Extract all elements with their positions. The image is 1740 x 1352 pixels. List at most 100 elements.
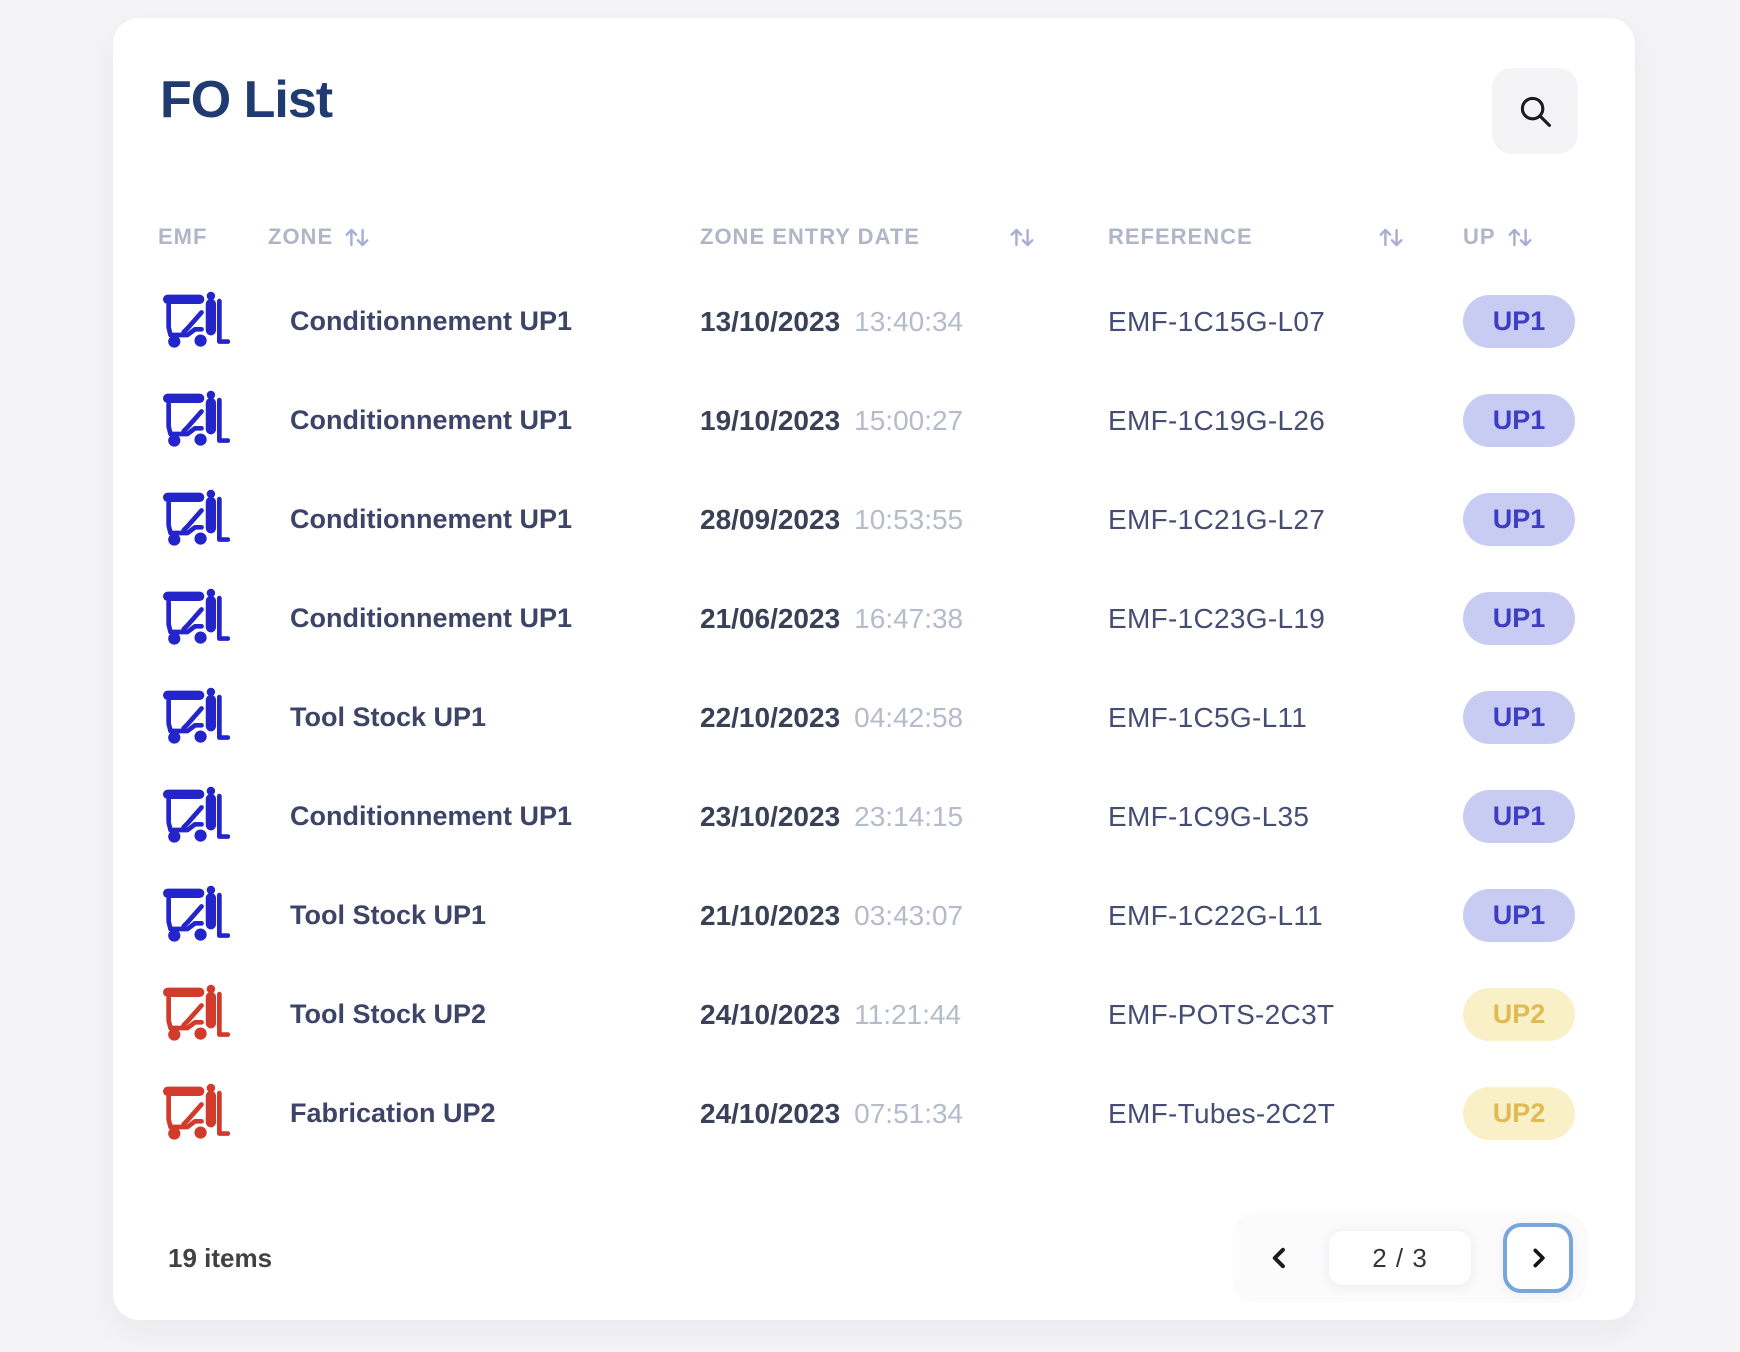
entry-time: 11:21:44 [854,998,962,1030]
up-cell: UP2 [1463,1087,1585,1140]
emf-cell [158,585,268,652]
entry-date: 28/09/2023 [700,503,841,535]
entry-time: 10:53:55 [854,503,964,535]
search-button[interactable] [1492,68,1578,154]
up-badge: UP2 [1463,1087,1575,1140]
reference-cell: EMF-1C23G-L19 [1108,602,1326,634]
table-header: EMF ZONE ZONE ENTRY DATE REFERENCE UP [158,224,1585,250]
column-header-zone[interactable]: ZONE [268,224,700,250]
entry-date: 24/10/2023 [700,998,841,1030]
pagination: 2 / 3 [1233,1213,1587,1303]
forklift-icon [158,684,230,746]
up-badge: UP1 [1463,790,1575,843]
entry-date: 23/10/2023 [700,800,841,832]
zone-entry-date-cell: 13/10/2023 13:40:34 [700,306,1108,338]
forklift-icon [158,288,230,350]
zone-cell: Conditionnement UP1 [290,504,572,534]
sort-arrows-icon[interactable] [1008,225,1036,250]
column-label: ZONE ENTRY DATE [700,224,920,249]
reference-cell: EMF-1C9G-L35 [1108,800,1310,832]
emf-cell [158,684,268,751]
reference-cell: EMF-1C21G-L27 [1108,503,1326,535]
reference-cell: EMF-1C19G-L26 [1108,404,1326,436]
up-cell: UP1 [1463,889,1585,942]
zone-cell: Conditionnement UP1 [290,603,572,633]
up-badge: UP1 [1463,592,1575,645]
entry-date: 13/10/2023 [700,305,841,337]
sort-arrows-icon[interactable] [343,225,371,250]
chevron-right-icon [1525,1245,1551,1271]
emf-cell [158,783,268,850]
entry-date: 24/10/2023 [700,1097,841,1129]
table-row[interactable]: Conditionnement UP1 23/10/2023 23:14:15 … [158,767,1585,866]
entry-date: 19/10/2023 [700,404,841,436]
column-label: REFERENCE [1108,224,1253,249]
next-page-button[interactable] [1503,1223,1573,1293]
emf-cell [158,288,268,355]
entry-time: 13:40:34 [854,305,964,337]
zone-entry-date-cell: 23/10/2023 23:14:15 [700,801,1108,833]
table-row[interactable]: Tool Stock UP1 21/10/2023 03:43:07 EMF-1… [158,866,1585,965]
forklift-icon [158,783,230,845]
card-header: FO List [158,66,1585,154]
entry-time: 23:14:15 [854,800,964,832]
up-badge: UP1 [1463,394,1575,447]
reference-cell: EMF-POTS-2C3T [1108,998,1335,1030]
up-badge: UP1 [1463,295,1575,348]
up-badge: UP1 [1463,691,1575,744]
entry-time: 04:42:58 [854,701,964,733]
table-row[interactable]: Tool Stock UP1 22/10/2023 04:42:58 EMF-1… [158,668,1585,767]
sort-arrows-icon[interactable] [1506,225,1534,250]
table-row[interactable]: Conditionnement UP1 19/10/2023 15:00:27 … [158,371,1585,470]
items-count: 19 items [168,1242,273,1273]
emf-cell [158,387,268,454]
column-header-reference[interactable]: REFERENCE [1108,224,1463,250]
column-header-zone-entry-date[interactable]: ZONE ENTRY DATE [700,224,1108,250]
up-badge: UP1 [1463,493,1575,546]
zone-entry-date-cell: 28/09/2023 10:53:55 [700,504,1108,536]
zone-entry-date-cell: 24/10/2023 07:51:34 [700,1098,1108,1130]
prev-page-button[interactable] [1257,1235,1303,1281]
entry-time: 15:00:27 [854,404,964,436]
table-footer: 19 items 2 / 3 [168,1213,1587,1303]
entry-date: 21/10/2023 [700,899,841,931]
zone-entry-date-cell: 21/10/2023 03:43:07 [700,900,1108,932]
emf-cell [158,1080,268,1147]
entry-date: 21/06/2023 [700,602,841,634]
column-header-emf: EMF [158,224,268,250]
table-row[interactable]: Conditionnement UP1 13/10/2023 13:40:34 … [158,272,1585,371]
forklift-icon [158,387,230,449]
up-badge: UP2 [1463,988,1575,1041]
entry-time: 07:51:34 [854,1097,964,1129]
reference-cell: EMF-Tubes-2C2T [1108,1097,1336,1129]
zone-entry-date-cell: 24/10/2023 11:21:44 [700,999,1108,1031]
zone-cell: Fabrication UP2 [290,1098,496,1128]
up-cell: UP2 [1463,988,1585,1041]
column-label: EMF [158,224,208,249]
table-row[interactable]: Fabrication UP2 24/10/2023 07:51:34 EMF-… [158,1064,1585,1163]
table-row[interactable]: Tool Stock UP2 24/10/2023 11:21:44 EMF-P… [158,965,1585,1064]
reference-cell: EMF-1C15G-L07 [1108,305,1326,337]
column-label: UP [1463,224,1496,249]
sort-arrows-icon[interactable] [1377,225,1405,250]
up-cell: UP1 [1463,691,1585,744]
entry-time: 16:47:38 [854,602,964,634]
emf-cell [158,486,268,553]
up-cell: UP1 [1463,394,1585,447]
forklift-icon [158,486,230,548]
zone-entry-date-cell: 21/06/2023 16:47:38 [700,603,1108,635]
chevron-left-icon [1266,1244,1294,1272]
table-row[interactable]: Conditionnement UP1 21/06/2023 16:47:38 … [158,569,1585,668]
emf-cell [158,882,268,949]
up-cell: UP1 [1463,592,1585,645]
search-icon [1517,93,1553,129]
column-label: ZONE [268,224,334,249]
forklift-icon [158,882,230,944]
emf-cell [158,981,268,1048]
zone-entry-date-cell: 19/10/2023 15:00:27 [700,405,1108,437]
up-cell: UP1 [1463,295,1585,348]
zone-cell: Tool Stock UP2 [290,999,487,1029]
entry-time: 03:43:07 [854,899,964,931]
table-row[interactable]: Conditionnement UP1 28/09/2023 10:53:55 … [158,470,1585,569]
column-header-up[interactable]: UP [1463,224,1585,250]
